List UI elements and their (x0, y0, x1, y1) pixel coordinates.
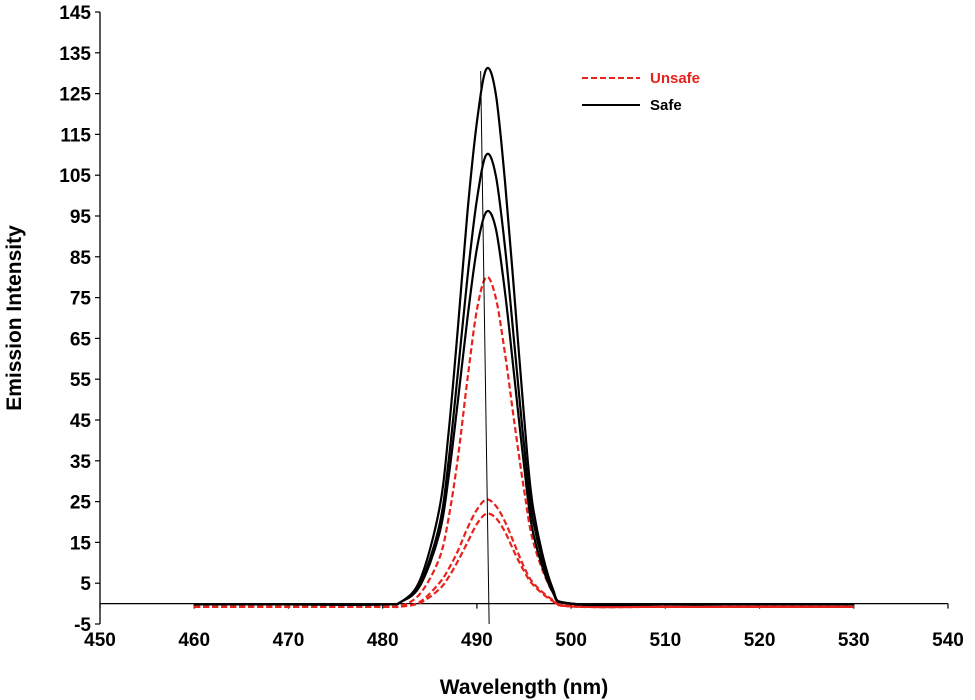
x-tick-label: 520 (744, 630, 776, 651)
y-tick-label: 75 (70, 289, 92, 310)
x-tick-label: 500 (555, 630, 587, 651)
y-tick-label: 65 (70, 329, 92, 350)
peak-reference-line (480, 71, 490, 625)
unsafe-series-line-0 (194, 275, 854, 609)
x-axis-title: Wavelength (nm) (440, 676, 608, 699)
safe-series-line-5 (194, 209, 854, 606)
y-tick-label: 5 (80, 574, 91, 595)
x-tick-label: 490 (461, 630, 493, 651)
legend-label-safe: Safe (650, 97, 682, 114)
y-tick-label: 35 (70, 452, 92, 473)
legend: Unsafe Safe (582, 70, 700, 114)
legend-label-unsafe: Unsafe (650, 70, 700, 87)
x-tick-label: 510 (649, 630, 681, 651)
x-tick-label: 540 (932, 630, 964, 651)
series-layer (194, 66, 854, 625)
y-tick-label: 55 (70, 370, 92, 391)
y-tick-label: -5 (74, 615, 91, 636)
tick-labels: -5 5 15 25 35 45 55 65 75 85 95 105 115 125 135 145 450 4… (59, 3, 964, 651)
y-tick-label: 45 (70, 411, 92, 432)
y-axis-title: Emission Intensity (3, 225, 26, 411)
safe-series-line-4 (194, 152, 854, 607)
unsafe-series-line-2 (194, 512, 854, 609)
x-tick-label: 460 (178, 630, 210, 651)
y-tick-label: 145 (59, 3, 91, 24)
y-tick-label: 135 (59, 44, 91, 65)
axes (95, 11, 949, 625)
x-tick-label: 480 (367, 630, 399, 651)
y-tick-label: 115 (60, 125, 91, 146)
y-tick-label: 25 (70, 493, 92, 514)
y-tick-label: 125 (59, 85, 91, 106)
x-tick-label: 470 (273, 630, 305, 651)
x-tick-label: 450 (84, 630, 116, 651)
safe-series-line-3 (194, 66, 854, 607)
y-tick-label: 105 (59, 166, 91, 187)
y-tick-label: 85 (70, 248, 92, 269)
y-tick-label: 15 (70, 533, 92, 554)
y-tick-label: 95 (70, 207, 92, 228)
unsafe-series-line-1 (194, 498, 854, 609)
x-tick-label: 530 (838, 630, 870, 651)
